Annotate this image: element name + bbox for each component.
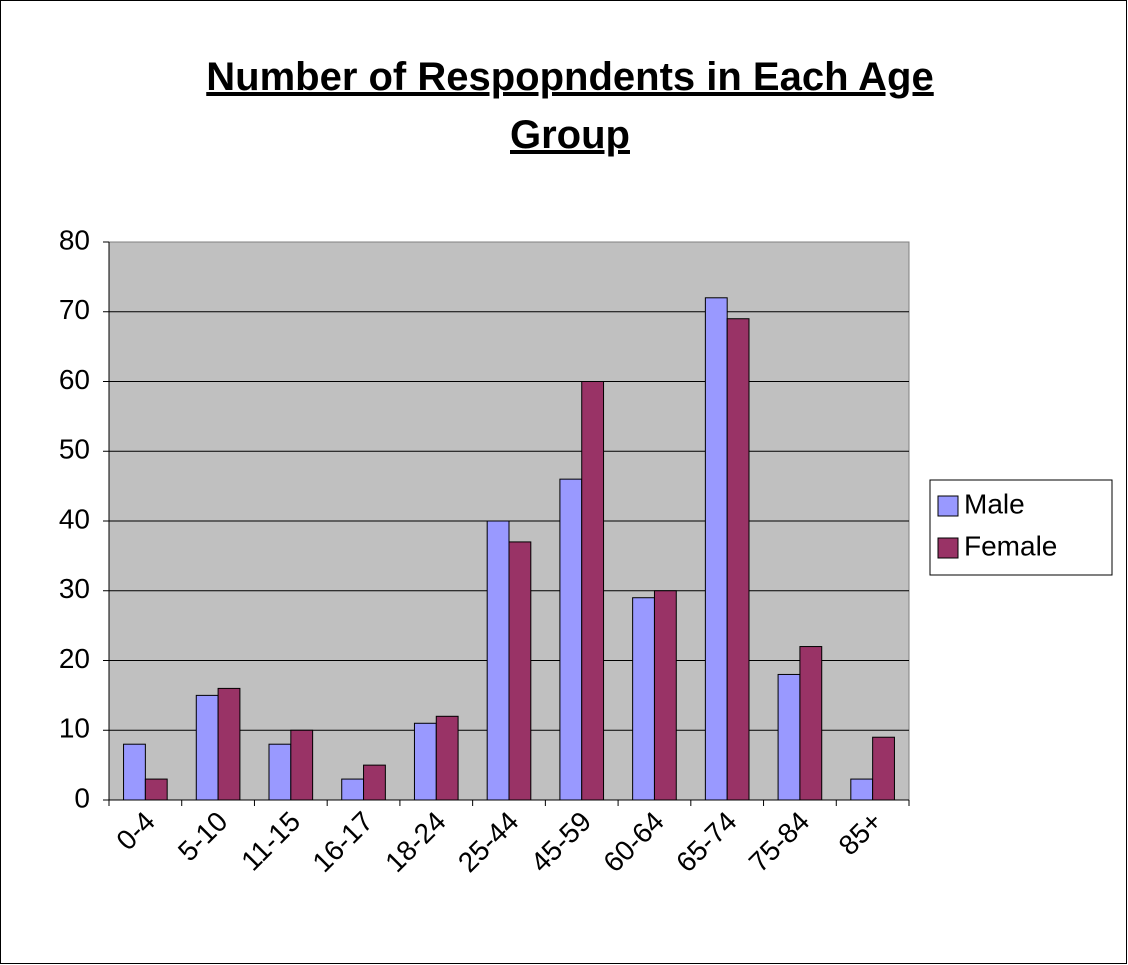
y-tick-label: 10 bbox=[59, 713, 90, 744]
bar bbox=[653, 590, 677, 801]
y-tick-label: 30 bbox=[59, 573, 90, 604]
bar bbox=[726, 318, 750, 801]
y-tick-label: 20 bbox=[59, 643, 90, 674]
y-tick-label: 50 bbox=[59, 434, 90, 465]
y-tick-label: 40 bbox=[59, 503, 90, 534]
bar bbox=[123, 743, 146, 801]
bar bbox=[632, 597, 655, 801]
legend-label: Female bbox=[964, 530, 1057, 561]
legend-box bbox=[929, 479, 1113, 576]
bar bbox=[144, 778, 168, 801]
y-tick-label: 80 bbox=[59, 224, 90, 255]
bar bbox=[290, 729, 314, 801]
bar bbox=[581, 381, 605, 801]
bar bbox=[268, 743, 292, 801]
bar bbox=[413, 722, 437, 801]
bar bbox=[341, 778, 365, 801]
bar bbox=[195, 694, 219, 801]
bar bbox=[508, 541, 532, 801]
y-tick-label: 60 bbox=[59, 364, 90, 395]
bar bbox=[435, 715, 459, 801]
legend-label: Male bbox=[964, 488, 1025, 519]
bar bbox=[486, 520, 510, 801]
y-tick-label: 70 bbox=[59, 294, 90, 325]
y-tick-label: 0 bbox=[74, 782, 90, 813]
bar bbox=[363, 764, 386, 801]
bar bbox=[217, 687, 241, 801]
legend-swatch bbox=[937, 537, 959, 559]
legend-swatch bbox=[937, 495, 959, 517]
bar bbox=[799, 646, 823, 801]
bar bbox=[704, 297, 728, 801]
chart-title: Number of Respopndents in Each Age Group bbox=[206, 55, 934, 157]
bar bbox=[872, 736, 895, 801]
bar bbox=[559, 478, 583, 801]
bar bbox=[850, 778, 874, 801]
bar bbox=[777, 673, 801, 801]
